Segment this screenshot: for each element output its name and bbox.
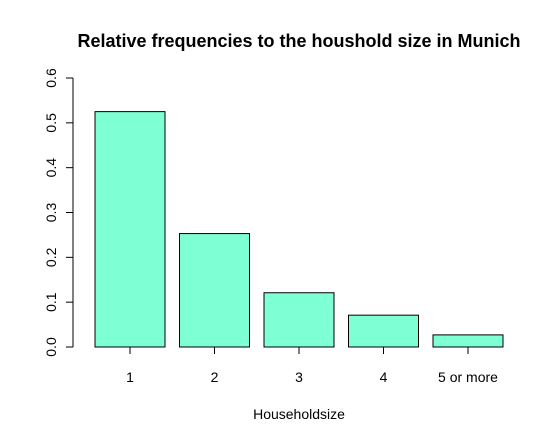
bar-1	[94, 111, 166, 348]
bar-4	[348, 314, 419, 348]
bar-5	[432, 334, 504, 348]
chart-title: Relative frequencies to the houshold siz…	[77, 31, 520, 51]
x-axis: 1 2 3 4 5 or more	[126, 347, 498, 385]
x-tick-label: 4	[380, 369, 388, 385]
y-tick-label: 0.2	[43, 247, 59, 267]
y-tick-label: 0.1	[43, 292, 59, 312]
bars-group	[94, 111, 504, 348]
bar-3	[263, 292, 335, 348]
y-tick-label: 0.4	[43, 158, 59, 178]
y-tick-label: 0.0	[43, 337, 59, 357]
bar-2	[179, 233, 250, 348]
y-tick-label: 0.6	[43, 68, 59, 88]
y-tick-label: 0.5	[43, 113, 59, 133]
y-tick-label: 0.3	[43, 203, 59, 223]
x-axis-label: Householdsize	[253, 406, 345, 422]
x-tick-label: 3	[295, 369, 303, 385]
y-axis: 0.0 0.1 0.2 0.3 0.4 0.5 0.6	[43, 68, 74, 357]
x-tick-label: 5 or more	[438, 369, 498, 385]
x-tick-label: 2	[211, 369, 219, 385]
x-tick-label: 1	[126, 369, 134, 385]
